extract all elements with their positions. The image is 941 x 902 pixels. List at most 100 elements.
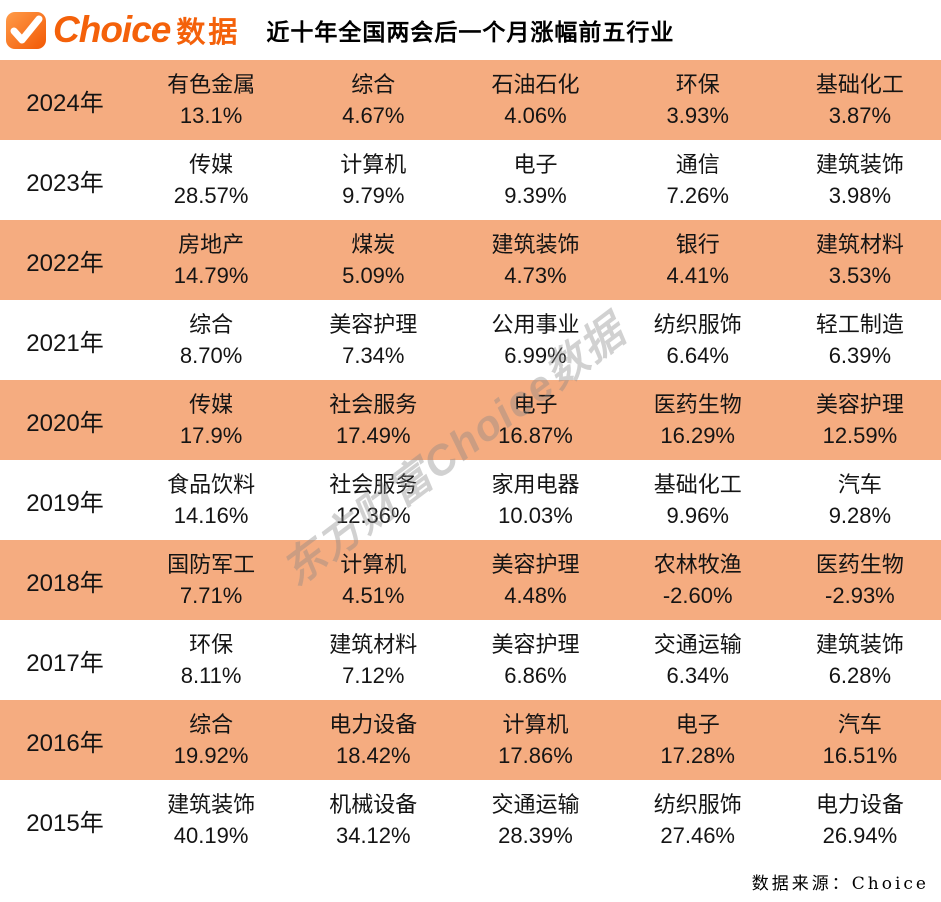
industry-change: 9.79% — [342, 183, 405, 208]
table-row: 2024年 有色金属 13.1% 综合 4.67% 石油石化 4.06% 环保 3.93% 基础化… — [0, 60, 941, 140]
industry-change: 13.1% — [179, 103, 243, 128]
logo-suffix-text: 数据 — [176, 17, 241, 49]
industry-name: 银行 — [675, 231, 720, 257]
industry-cell: 食品饮料 14.16% — [130, 469, 292, 531]
industry-name: 建筑装饰 — [815, 631, 904, 657]
industry-cell: 传媒 17.9% — [130, 389, 292, 451]
industry-change: 6.34% — [666, 663, 729, 688]
table-row: 2022年 房地产 14.79% 煤炭 5.09% 建筑装饰 4.73% 银行 4.41% 建筑材… — [0, 220, 941, 300]
industry-cell: 美容护理 12.59% — [779, 389, 941, 451]
industry-change: 16.87% — [498, 423, 573, 448]
industry-cell: 综合 4.67% — [292, 69, 454, 131]
industry-cell: 电子 17.28% — [617, 709, 779, 771]
industry-name: 通信 — [675, 151, 720, 177]
industry-cell: 汽车 16.51% — [779, 709, 941, 771]
industry-cell: 计算机 9.79% — [292, 149, 454, 211]
industry-cell: 社会服务 12.36% — [292, 469, 454, 531]
year-cell: 2020年 — [26, 409, 104, 437]
industry-name: 计算机 — [340, 151, 407, 177]
industry-cell: 建筑装饰 3.98% — [779, 149, 941, 211]
table-row: 2019年 食品饮料 14.16% 社会服务 12.36% 家用电器 10.03% 基础化工 9… — [0, 460, 941, 540]
table-row: 2023年 传媒 28.57% 计算机 9.79% 电子 9.39% 通信 7.26% 建筑装饰 3… — [0, 140, 941, 220]
industry-cell: 传媒 28.57% — [130, 149, 292, 211]
table-row: 2016年 综合 19.92% 电力设备 18.42% 计算机 17.86% 电子 17.28%… — [0, 700, 941, 780]
industry-change: 7.12% — [342, 663, 405, 688]
industry-change: 5.09% — [342, 263, 405, 288]
industry-name: 医药生物 — [653, 391, 742, 417]
industry-cell: 医药生物 -2.93% — [779, 549, 941, 611]
year-cell: 2017年 — [26, 649, 104, 677]
industry-name: 汽车 — [837, 711, 882, 737]
industry-cell: 煤炭 5.09% — [292, 229, 454, 291]
industry-cell: 综合 19.92% — [130, 709, 292, 771]
industry-name: 石油石化 — [491, 71, 580, 97]
industry-change: 7.34% — [342, 343, 405, 368]
industry-name: 医药生物 — [815, 551, 904, 577]
industry-change: 17.28% — [660, 743, 735, 768]
industry-name: 纺织服饰 — [653, 791, 742, 817]
industry-cell: 公用事业 6.99% — [454, 309, 616, 371]
industry-change: 14.79% — [173, 263, 249, 288]
industry-name: 美容护理 — [491, 551, 580, 577]
industry-change: 34.12% — [335, 823, 411, 848]
industry-change: 17.9% — [179, 423, 243, 448]
industry-name: 公用事业 — [491, 311, 580, 337]
table-row: 2020年 传媒 17.9% 社会服务 17.49% 电子 16.87% 医药生物 16.29%… — [0, 380, 941, 460]
industry-change: -2.93% — [825, 583, 895, 608]
industry-name: 综合 — [189, 711, 234, 737]
industry-name: 传媒 — [189, 151, 234, 177]
industry-name: 建筑材料 — [815, 231, 904, 257]
industry-name: 美容护理 — [815, 391, 904, 417]
industry-change: 6.39% — [828, 343, 892, 368]
industry-name: 基础化工 — [653, 471, 742, 497]
industry-cell: 石油石化 4.06% — [454, 69, 616, 131]
industry-name: 纺织服饰 — [653, 311, 742, 337]
industry-change: 4.06% — [504, 103, 567, 128]
industry-cell: 农林牧渔 -2.60% — [617, 549, 779, 611]
industry-change: 4.41% — [666, 263, 729, 288]
year-cell: 2015年 — [26, 809, 104, 837]
choice-logo: Choice 数据 — [5, 9, 240, 51]
industry-cell: 纺织服饰 27.46% — [617, 789, 779, 851]
industry-name: 计算机 — [502, 711, 569, 737]
industry-change: 4.67% — [342, 103, 405, 128]
industry-cell: 家用电器 10.03% — [454, 469, 616, 531]
industry-change: 6.64% — [666, 343, 729, 368]
industry-change: 4.51% — [342, 583, 405, 608]
industry-change: 27.46% — [660, 823, 735, 848]
industry-change: 7.71% — [179, 583, 243, 608]
table-row: 2017年 环保 8.11% 建筑材料 7.12% 美容护理 6.86% 交通运输 6.34% 建… — [0, 620, 941, 700]
table-row: 2021年 综合 8.70% 美容护理 7.34% 公用事业 6.99% 纺织服饰 6.64% 轻… — [0, 300, 941, 380]
industry-change: 9.28% — [828, 503, 892, 528]
industry-cell: 电力设备 18.42% — [292, 709, 454, 771]
footer: 数据来源：Choice — [0, 860, 941, 902]
industry-cell: 纺织服饰 6.64% — [617, 309, 779, 371]
industry-name: 有色金属 — [167, 71, 256, 97]
industry-name: 建筑装饰 — [491, 231, 580, 257]
logo-brand-text: Choice — [53, 9, 171, 50]
industry-cell: 医药生物 16.29% — [617, 389, 779, 451]
industry-cell: 基础化工 9.96% — [617, 469, 779, 531]
industry-name: 农林牧渔 — [653, 551, 742, 577]
industry-name: 电力设备 — [329, 711, 418, 737]
industry-name: 机械设备 — [329, 791, 418, 817]
industry-change: 8.11% — [180, 663, 242, 688]
industry-change: 16.29% — [660, 423, 735, 448]
industry-name: 国防军工 — [167, 551, 256, 577]
industry-cell: 社会服务 17.49% — [292, 389, 454, 451]
industry-cell: 电子 16.87% — [454, 389, 616, 451]
industry-name: 房地产 — [178, 231, 245, 257]
industry-change: 3.53% — [828, 263, 892, 288]
industry-name: 基础化工 — [815, 71, 904, 97]
industry-change: 3.98% — [828, 183, 892, 208]
industry-change: 12.36% — [335, 503, 411, 528]
industry-change: 9.96% — [666, 503, 729, 528]
industry-change: 17.49% — [335, 423, 411, 448]
industry-change: 8.70% — [179, 343, 243, 368]
industry-name: 汽车 — [837, 471, 882, 497]
industry-name: 建筑材料 — [329, 631, 418, 657]
page-title: 近十年全国两会后一个月涨幅前五行业 — [266, 19, 675, 45]
industry-cell: 机械设备 34.12% — [292, 789, 454, 851]
industry-cell: 美容护理 4.48% — [454, 549, 616, 611]
industry-name: 电子 — [513, 391, 558, 417]
